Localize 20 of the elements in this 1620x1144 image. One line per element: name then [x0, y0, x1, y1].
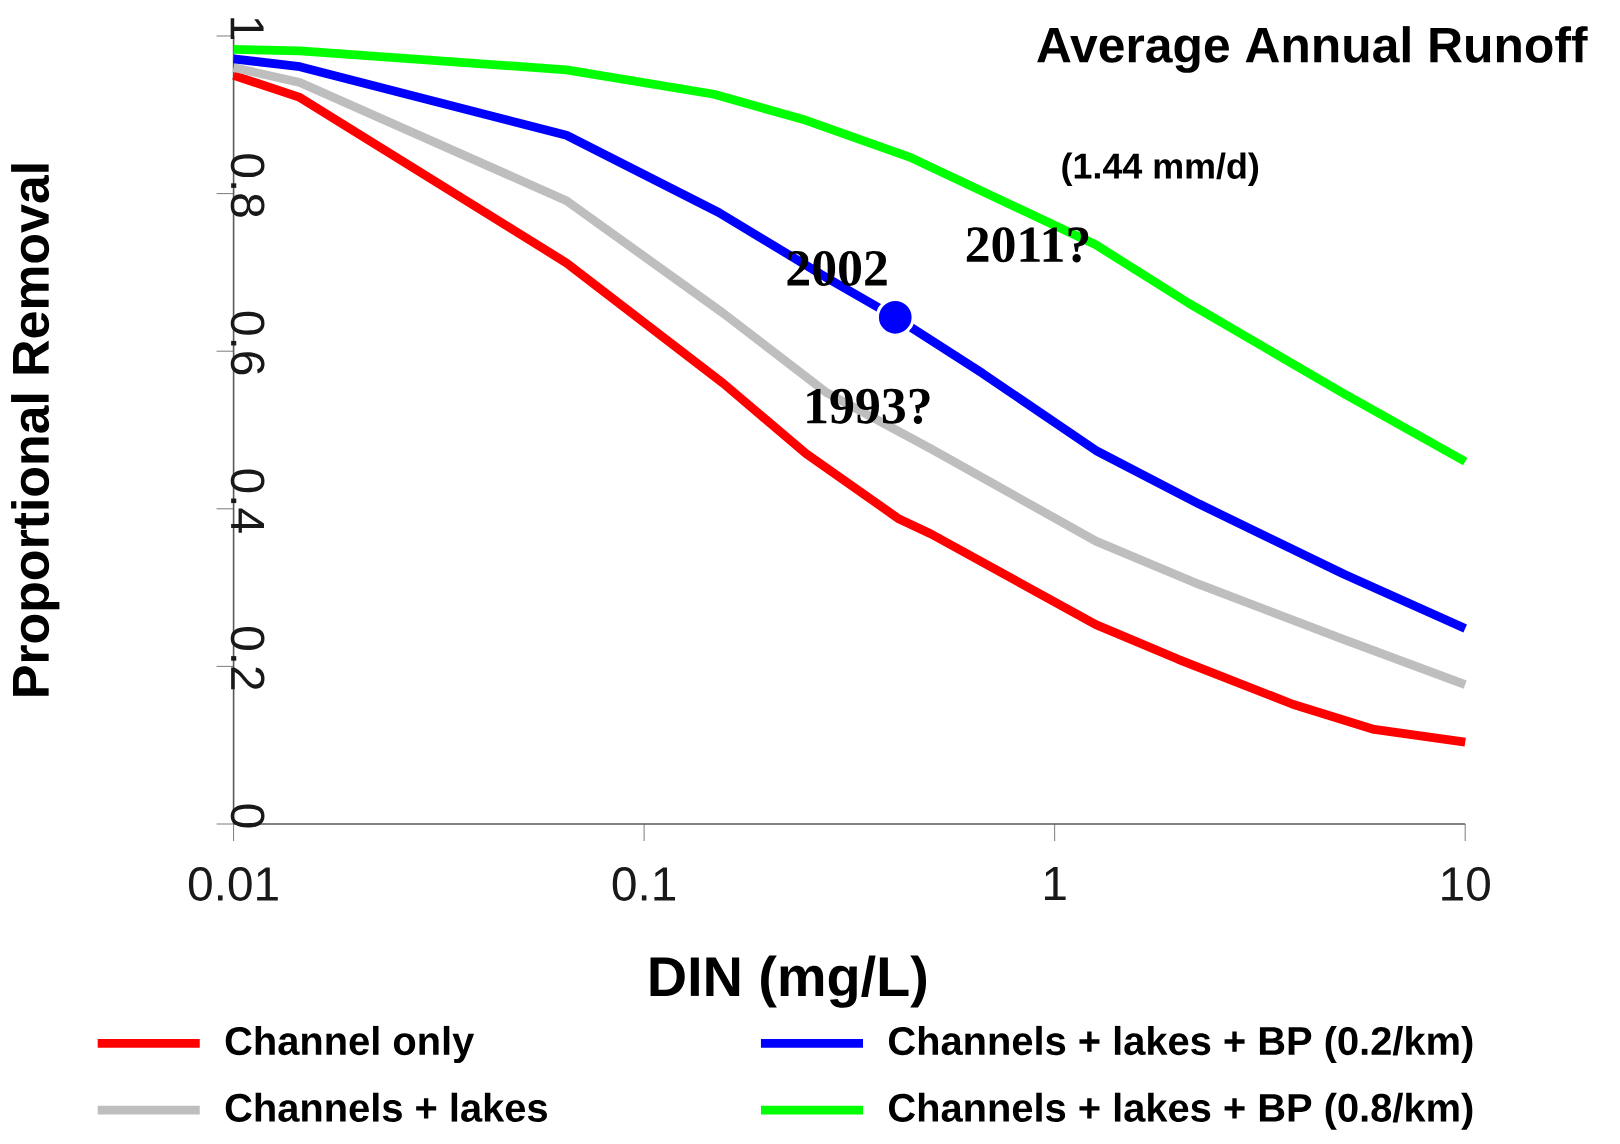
y-tick-label: 0.6 [230, 311, 265, 375]
legend-label: Channels + lakes + BP (0.8/km) [888, 1092, 1473, 1130]
x-tick-label: 0.1 [612, 867, 676, 901]
legend-label: Channel only [225, 1025, 475, 1064]
x-tick-label: 10 [1442, 867, 1490, 901]
legend-label: Channels + lakes [225, 1092, 547, 1122]
y-tick-label: 0.8 [230, 154, 265, 217]
annotation: 2011? [966, 227, 1089, 263]
y-tick-label: 0.4 [230, 469, 265, 533]
y-tick-label: 0 [230, 804, 265, 828]
chart-title: Average Annual Runoff [1037, 26, 1588, 73]
annotation: 1993? [807, 388, 930, 424]
text: (1.44 mm/d) [1062, 152, 1259, 186]
y-tick-label: 0.2 [230, 627, 265, 690]
x-tick-label: 0.01 [188, 867, 278, 901]
x-axis-title: DIN (mg/L) [650, 955, 927, 1008]
y-axis-title: Proportional Removal [11, 164, 60, 696]
legend-label: Channels + lakes + BP (0.2/km) [888, 1025, 1473, 1064]
y-tick-label: 1 [230, 18, 264, 39]
x-tick-label: 1 [1044, 867, 1066, 900]
